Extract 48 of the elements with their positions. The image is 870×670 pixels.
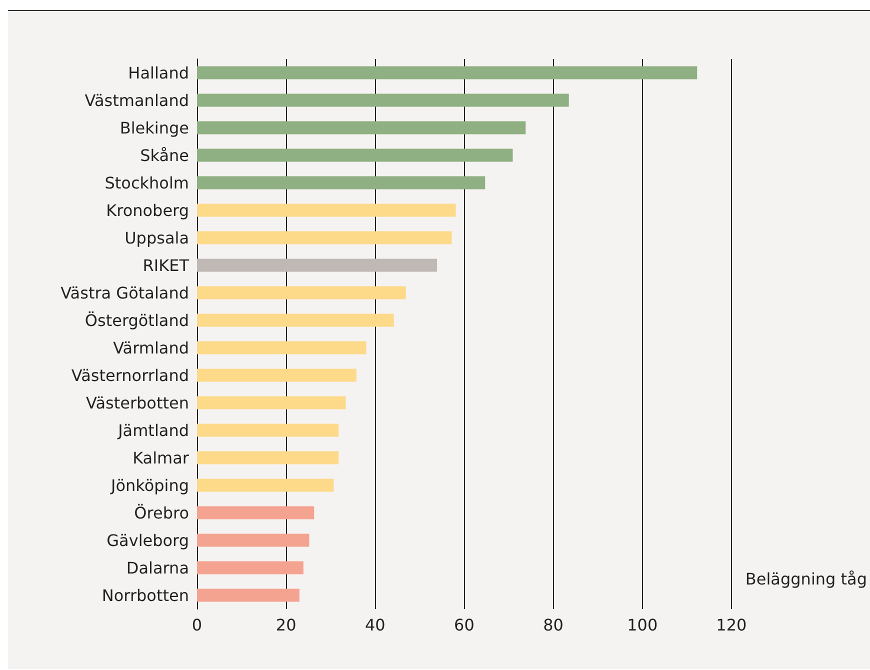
bar (197, 314, 394, 327)
bar (197, 66, 698, 80)
y-tick-label: Halland (128, 63, 189, 82)
bar (197, 94, 569, 107)
y-tick-label: Kronoberg (106, 200, 189, 220)
y-tick-label: Västernorrland (71, 366, 189, 385)
x-tick-label: 120 (716, 616, 747, 634)
bar (197, 176, 486, 190)
y-tick-label: Gävleborg (106, 530, 189, 550)
x-tick-label: 60 (454, 616, 474, 634)
x-tick-label: 0 (192, 616, 202, 634)
bar (197, 478, 334, 492)
bar (197, 121, 526, 134)
bar (197, 368, 356, 382)
y-tick-label: Uppsala (124, 228, 189, 248)
bar (197, 424, 339, 437)
y-tick-label: Blekinge (120, 118, 189, 138)
bar (197, 148, 513, 162)
y-tick-label: Västmanland (84, 90, 189, 110)
y-tick-label: RIKET (142, 256, 190, 275)
bar (197, 534, 310, 547)
y-tick-label: Kalmar (132, 448, 190, 468)
bar (197, 286, 406, 300)
y-tick-label: Norrbotten (102, 586, 189, 605)
y-tick-label: Örebro (134, 503, 189, 522)
y-tick-label: Värmland (113, 338, 189, 358)
bar (197, 396, 346, 410)
x-axis-title: Beläggning tåg (745, 570, 868, 588)
bar (197, 258, 438, 272)
y-tick-label: Västerbotten (86, 393, 189, 412)
x-tick-label: 40 (364, 616, 386, 634)
y-tick-label: Jönköping (110, 476, 189, 495)
x-tick-label: 80 (543, 616, 564, 634)
bar (197, 204, 456, 217)
bar (197, 561, 304, 574)
y-tick-label: Stockholm (104, 173, 189, 192)
bar (197, 506, 314, 520)
bar (197, 231, 452, 244)
y-tick-label: Västra Götaland (60, 283, 189, 302)
y-tick-label: Jämtland (117, 420, 189, 440)
y-tick-label: Dalarna (126, 558, 189, 578)
y-tick-label: Östergötland (84, 310, 189, 330)
x-tick-label: 100 (627, 616, 658, 634)
bar (197, 341, 366, 354)
bar (197, 451, 339, 464)
y-tick-label: Skåne (140, 146, 189, 165)
bar (197, 588, 300, 602)
x-tick-label: 20 (276, 616, 296, 634)
